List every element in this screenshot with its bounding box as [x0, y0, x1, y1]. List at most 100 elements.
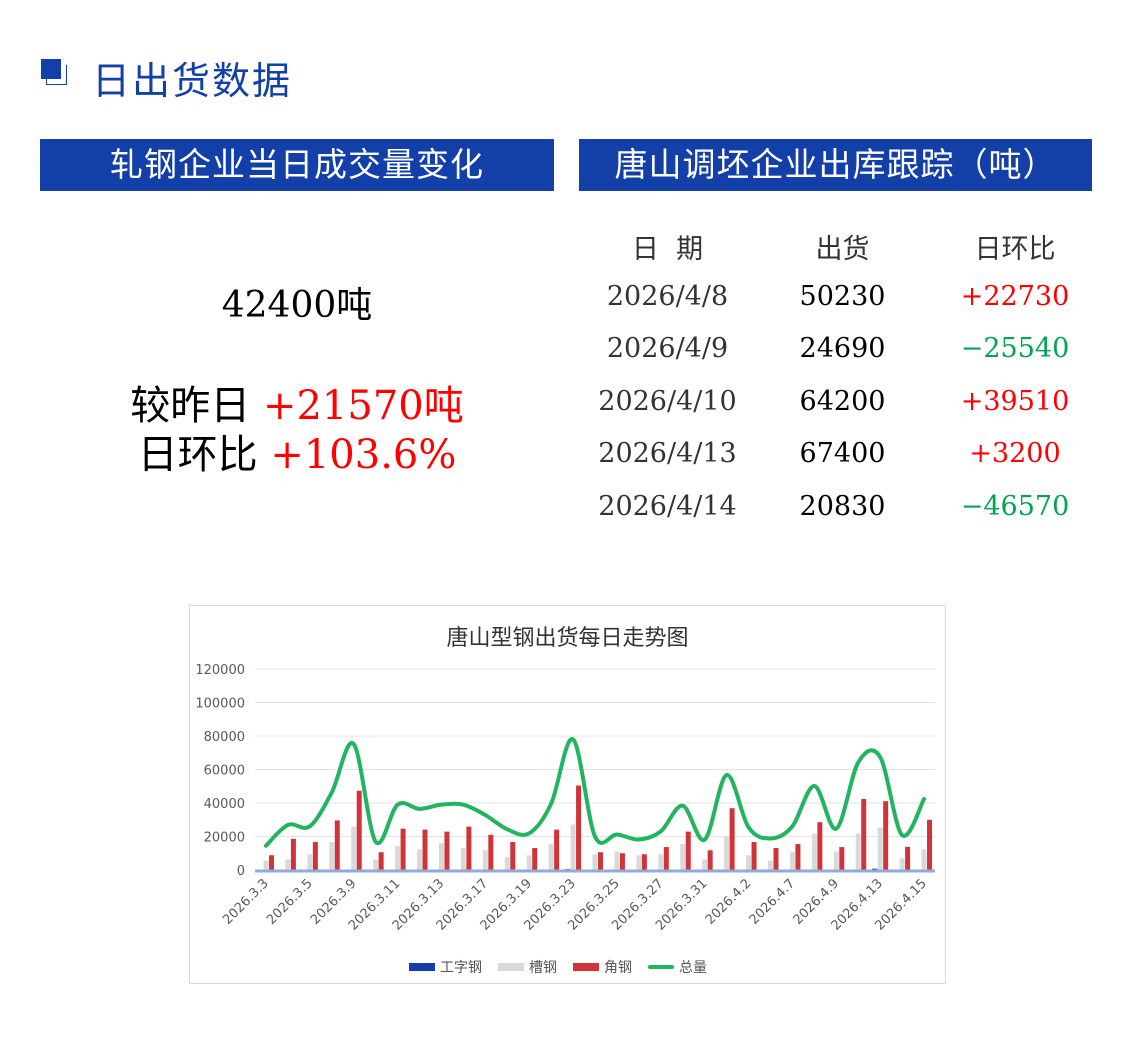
- bar-角钢: [795, 844, 801, 870]
- table-row: 2026/4/8 50230 +22730: [580, 270, 1100, 323]
- bar-角钢: [905, 846, 911, 870]
- bar-槽钢: [899, 858, 905, 870]
- row-change: +22730: [960, 280, 1070, 312]
- table-row: 2026/4/13 67400 +3200: [580, 428, 1100, 481]
- bar-槽钢: [285, 859, 291, 870]
- vs-yesterday-label: 较昨日: [130, 383, 251, 429]
- bar-槽钢: [460, 848, 466, 870]
- dod-value: +103.6%: [270, 432, 457, 478]
- bar-槽钢: [438, 843, 444, 870]
- bar-角钢: [312, 842, 318, 870]
- bar-槽钢: [548, 844, 554, 870]
- y-tick-label: 40000: [204, 797, 245, 812]
- bar-槽钢: [746, 855, 752, 870]
- vs-yesterday-value: +21570吨: [262, 383, 464, 429]
- chart-title: 唐山型钢出货每日走势图: [446, 626, 689, 651]
- bar-槽钢: [329, 842, 335, 870]
- legend-swatch: [648, 965, 674, 969]
- row-shipment: 64200: [799, 385, 886, 417]
- legend-swatch: [498, 963, 524, 971]
- row-shipment: 20830: [799, 490, 886, 522]
- bar-角钢: [488, 834, 494, 870]
- y-tick-label: 120000: [195, 663, 245, 678]
- bar-角钢: [861, 798, 867, 870]
- day-over-day: 日环比 +103.6%: [0, 422, 594, 480]
- bar-工字钢: [872, 868, 878, 870]
- bar-槽钢: [263, 860, 269, 870]
- bar-角钢: [619, 853, 625, 870]
- x-tick-label: 2026.4.7: [747, 876, 799, 928]
- bar-角钢: [663, 847, 669, 870]
- row-date: 2026/4/14: [598, 490, 737, 522]
- dod-label: 日环比: [137, 432, 258, 478]
- row-change: −46570: [960, 490, 1070, 522]
- bar-角钢: [576, 785, 582, 870]
- y-tick-label: 0: [237, 864, 245, 879]
- bar-角钢: [598, 852, 603, 870]
- bar-槽钢: [395, 846, 401, 870]
- shipment-table: 日 期 出货 日环比 2026/4/8 50230 +22730 2026/4/9 24…: [580, 222, 1100, 533]
- bar-角钢: [685, 831, 691, 870]
- legend-item: 角钢: [573, 957, 632, 977]
- bar-角钢: [268, 855, 274, 870]
- bar-角钢: [641, 854, 647, 870]
- bar-槽钢: [921, 849, 927, 870]
- bar-槽钢: [702, 859, 708, 870]
- legend-item: 槽钢: [498, 957, 557, 977]
- left-panel-header: 轧钢企业当日成交量变化: [40, 139, 554, 191]
- row-change: −25540: [960, 333, 1070, 365]
- bar-角钢: [927, 819, 933, 870]
- bar-角钢: [466, 826, 472, 870]
- legend-swatch: [409, 963, 435, 971]
- bar-槽钢: [767, 860, 773, 870]
- chart-legend: 工字钢 槽钢 角钢 总量: [409, 957, 707, 977]
- section-title: 日出货数据: [92, 59, 293, 103]
- x-tick-label: 2026.3.5: [264, 876, 316, 928]
- bar-槽钢: [724, 836, 730, 870]
- bar-角钢: [839, 847, 845, 870]
- bar-角钢: [532, 848, 538, 870]
- bar-角钢: [510, 842, 516, 870]
- bar-角钢: [773, 848, 779, 870]
- bar-槽钢: [482, 850, 488, 870]
- row-shipment: 50230: [799, 280, 886, 312]
- row-change: +39510: [960, 385, 1070, 417]
- x-tick-label: 2026.4.2: [703, 876, 755, 928]
- bar-角钢: [422, 829, 428, 870]
- bar-槽钢: [417, 849, 423, 870]
- bar-槽钢: [373, 859, 379, 870]
- bar-槽钢: [877, 827, 883, 870]
- table-row: 2026/4/14 20830 −46570: [580, 480, 1100, 533]
- row-shipment: 24690: [799, 333, 886, 365]
- row-date: 2026/4/9: [606, 333, 729, 365]
- bar-角钢: [356, 790, 362, 870]
- total-line: [263, 737, 927, 848]
- bar-槽钢: [680, 844, 686, 870]
- total-volume: 42400吨: [221, 285, 373, 326]
- bar-槽钢: [504, 857, 510, 870]
- bar-槽钢: [833, 851, 839, 870]
- bar-角钢: [334, 820, 340, 870]
- square-stack-icon: [41, 59, 67, 85]
- bar-槽钢: [614, 851, 620, 870]
- bar-角钢: [444, 831, 450, 870]
- legend-label: 槽钢: [529, 960, 557, 976]
- bar-角钢: [883, 801, 889, 870]
- y-tick-label: 100000: [195, 697, 245, 712]
- bar-角钢: [729, 808, 735, 870]
- legend-swatch: [573, 963, 599, 971]
- y-tick-label: 80000: [204, 730, 245, 745]
- bar-槽钢: [811, 833, 817, 870]
- row-shipment: 67400: [799, 438, 886, 470]
- legend-label: 总量: [679, 960, 707, 976]
- bar-角钢: [817, 822, 823, 870]
- legend-item: 工字钢: [409, 957, 482, 977]
- x-tick-label: 2026.3.3: [220, 876, 272, 928]
- bar-角钢: [290, 838, 296, 870]
- legend-item: 总量: [648, 957, 707, 977]
- bar-角钢: [400, 828, 406, 870]
- legend-label: 角钢: [604, 960, 632, 976]
- row-date: 2026/4/13: [598, 438, 737, 470]
- bar-槽钢: [855, 833, 861, 870]
